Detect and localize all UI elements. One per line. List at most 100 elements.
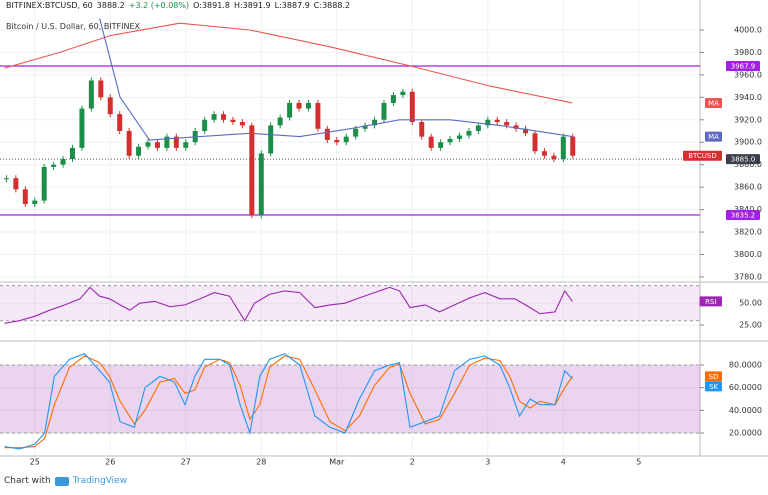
candle (532, 133, 538, 152)
candle (98, 80, 104, 98)
candle (523, 128, 529, 134)
candle (164, 136, 170, 148)
candle (494, 119, 500, 123)
candle (221, 114, 227, 120)
candle (447, 138, 453, 143)
x-tick-label: 28 (256, 458, 266, 467)
y-tick-label: 3860.0 (734, 183, 762, 192)
series-line (99, 18, 573, 141)
y-tick-label: 25.00 (739, 321, 762, 330)
candle (32, 200, 38, 204)
series-tag-box (705, 131, 722, 142)
candle (69, 147, 75, 160)
x-tick-label: Mar (329, 458, 345, 467)
candle (419, 122, 425, 137)
x-tick-label: 4 (561, 458, 566, 467)
symbol: BITFINEX:BTCUSD, 60 (6, 1, 93, 10)
candle (126, 131, 132, 156)
candle (51, 164, 57, 167)
y-tick-label: 3800.0 (734, 250, 762, 259)
candle (287, 102, 293, 118)
candle (277, 117, 283, 126)
level-tag-box (726, 209, 760, 220)
header: BITFINEX:BTCUSD, 60 3888.2 +3.2 (+0.08%)… (6, 1, 350, 10)
candle (79, 108, 85, 148)
candle (117, 114, 123, 132)
candle (154, 142, 160, 148)
brand-name[interactable]: TradingView (72, 476, 128, 486)
y-tick-label: 3780.0 (734, 272, 762, 281)
candle (145, 142, 151, 147)
candle (183, 142, 189, 148)
candle (136, 146, 142, 156)
candle (343, 136, 349, 143)
candle (230, 119, 236, 123)
price-change: +3.2 (+0.08%) (128, 1, 190, 10)
series-tag: RSI (705, 298, 716, 306)
candle (202, 119, 208, 132)
candle (513, 125, 519, 129)
candle (334, 139, 340, 143)
candle (570, 136, 576, 156)
candle (428, 136, 434, 148)
x-tick-label: 3 (485, 458, 490, 467)
high: H:3891.9 (233, 1, 271, 10)
candle (551, 155, 557, 160)
y-tick-label: 3980.0 (734, 48, 762, 57)
band (0, 364, 700, 434)
footer: Chart with TradingView (4, 476, 127, 486)
series-tag-box (705, 97, 722, 108)
candle (381, 102, 387, 120)
candle (372, 119, 378, 126)
level-tag: 3835.2 (731, 211, 756, 219)
y-tick-label: 3820.0 (734, 228, 762, 237)
series-line (4, 353, 573, 450)
brand-logo (54, 476, 69, 486)
candle (60, 159, 66, 165)
y-tick-label: 4000.0 (734, 25, 762, 34)
candle (249, 125, 255, 216)
series-line (4, 286, 573, 324)
y-tick-label: 3840.0 (734, 205, 762, 214)
y-tick-label: 3940.0 (734, 93, 762, 102)
y-tick-label: 3960.0 (734, 70, 762, 79)
candle (41, 166, 47, 201)
band (0, 285, 700, 321)
candle (13, 178, 19, 190)
candle (211, 114, 217, 120)
x-tick-label: 26 (105, 458, 115, 467)
candle (258, 153, 264, 216)
series-tag-box (705, 371, 722, 382)
candle (107, 97, 113, 115)
chart: 3780.0 3800.0 3820.0 3840.0 3860.0 3880.0 3900… (0, 0, 768, 472)
candle (541, 151, 547, 156)
y-tick-label: 50.00 (739, 299, 762, 308)
candle (390, 95, 396, 103)
series-line (4, 22, 573, 104)
y-tick-label: 3920.0 (734, 115, 762, 124)
candle (88, 80, 94, 109)
candle (239, 122, 245, 126)
y-tick-label: 20.0000 (729, 429, 762, 438)
candle (22, 189, 28, 204)
candle (504, 122, 510, 126)
y-tick-label: 3880.0 (734, 160, 762, 169)
candle (3, 178, 9, 180)
x-tick-label: 5 (636, 458, 641, 467)
series-line (4, 355, 573, 449)
axis-background (700, 0, 768, 472)
open: O:3891.8 (193, 1, 230, 10)
level-tag-box (726, 61, 760, 72)
x-tick-label: 25 (30, 458, 40, 467)
x-tick-label: 2 (410, 458, 415, 467)
candle (456, 135, 462, 139)
candle (409, 91, 415, 123)
price-tag-box (726, 154, 760, 165)
candle (353, 128, 359, 137)
level-tag: 3967.9 (731, 63, 756, 71)
candle (268, 125, 274, 154)
series-tag-box (699, 296, 722, 307)
close: C:3888.2 (313, 1, 351, 10)
candle (466, 131, 472, 136)
series-tag: BTCUSD (688, 152, 717, 160)
